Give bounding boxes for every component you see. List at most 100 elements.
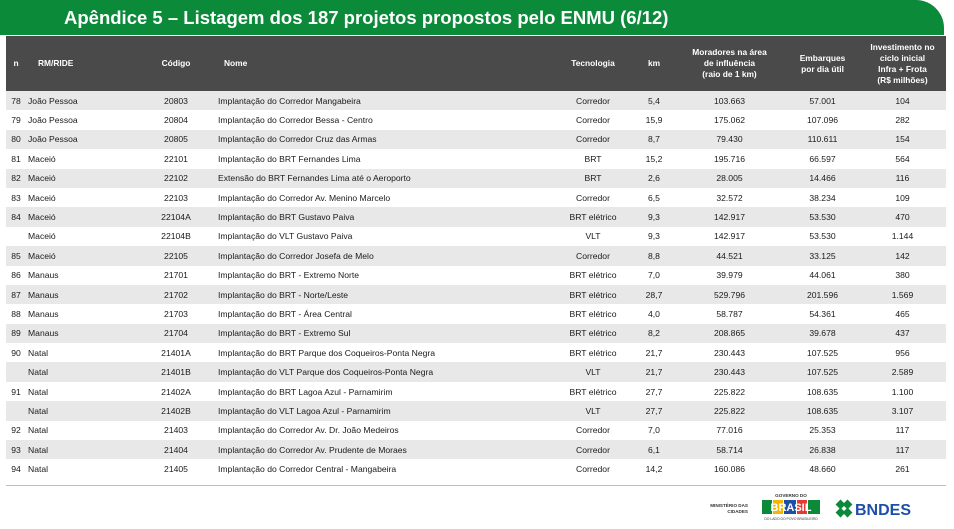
brasil-block-green [762,500,772,514]
cell-moradores: 225.822 [713,386,746,397]
header-embarques-line: por dia útil [801,63,844,74]
cell-rm-ride: Maceió [28,153,56,164]
header-investimento-line: Infra + Frota [878,63,927,74]
cell-n: 83 [11,192,21,203]
header-embarques-line: Embarques [799,52,846,63]
cell-n: 87 [11,289,21,300]
cell-tecnologia: Corredor [576,425,610,436]
cell-embarques: 107.096 [806,115,839,126]
cell-nome: Implantação do Corredor Josefa de Melo [218,250,374,261]
cell-rm-ride: Natal [28,367,49,378]
header-moradores-line: de influência [703,58,756,68]
table-row: Natal 21401B Implantação do VLT Parque dos… [6,362,946,382]
cell-nome: Implantação do VLT Lagoa Azul - Parnamir… [218,405,391,416]
cell-investimento: 465 [895,308,910,319]
cell-moradores: 230.443 [713,367,746,378]
cell-km: 8,2 [648,328,660,339]
cell-embarques: 201.596 [806,289,839,300]
cell-investimento: 116 [895,173,910,184]
cell-codigo: 22103 [164,192,188,203]
cell-investimento: 380 [895,270,910,281]
header-rm-ride: RM/RIDE [38,58,74,68]
cell-nome: Implantação do BRT Fernandes Lima [218,153,361,164]
ministerio-cidades-logo: MINISTÉRIO DAS CIDADES [692,503,748,514]
cell-tecnologia: BRT elétrico [569,289,617,300]
bndes-symbol-icon [835,499,853,518]
projects-table-container: n RM/RIDE Código Nome Tecnologia km Mora… [6,36,946,479]
cell-tecnologia: Corredor [576,464,610,475]
cell-embarques: 66.597 [809,153,836,164]
table-row: 94 Natal 21405 Implantação do Corredor Cent… [6,459,946,479]
cell-tecnologia: Corredor [576,95,610,106]
cell-rm-ride: Maceió [28,212,56,223]
table-row: 85 Maceió 22105 Implantação do Corredor Jos… [6,246,946,266]
cell-moradores: 208.865 [713,328,746,339]
table-row: 87 Manaus 21702 Implantação do BRT - Norte/… [6,284,946,305]
table-header-row: n RM/RIDE Código Nome Tecnologia km Mora… [6,36,946,91]
cell-tecnologia: Corredor [576,192,610,203]
cell-codigo: 22104A [161,212,191,223]
cell-moradores: 44.521 [716,250,743,261]
gov-brasil-text: BRASIL [771,502,812,514]
cell-nome: Implantação do Corredor Av. Prudente de … [218,444,407,455]
cell-investimento: 2.589 [891,367,914,378]
cell-moradores: 77.016 [716,425,743,436]
cell-codigo: 22102 [164,173,188,184]
cell-investimento: 261 [895,464,910,475]
table-bottom-rule [6,485,946,486]
cell-km: 9,3 [648,212,660,223]
cell-investimento: 282 [895,115,910,126]
header-investimento: Investimento no ciclo inicial Infra + Fr… [859,36,946,91]
cell-codigo: 20803 [164,95,188,106]
cell-n: 80 [11,134,21,145]
cell-moradores: 142.917 [713,212,746,223]
cell-nome: Implantação do BRT - Extremo Sul [218,328,351,339]
cell-codigo: 22101 [164,153,188,164]
cell-n: 81 [11,153,21,164]
cell-n [6,227,26,246]
cell-investimento: 1.100 [891,386,914,397]
cell-nome: Extensão do BRT Fernandes Lima até o Aer… [218,173,411,184]
cell-rm-ride: João Pessoa [28,95,78,106]
table-row: 86 Manaus 21701 Implantação do BRT - Extrem… [6,265,946,285]
cell-codigo: 21704 [164,328,188,339]
cell-km: 7,0 [648,425,660,436]
cell-tecnologia: BRT [584,153,602,164]
cell-investimento: 142 [895,250,910,261]
cell-moradores: 79.430 [716,134,743,145]
cell-embarques: 108.635 [806,405,839,416]
gov-bottom-text: DO LADO DO POVO BRASILEIRO [764,517,818,521]
ministry-line: MINISTÉRIO DAS [710,503,748,508]
cell-rm-ride: Maceió [28,231,56,242]
cell-codigo: 20804 [164,115,188,126]
cell-moradores: 529.796 [713,289,746,300]
cell-km: 6,1 [648,444,660,455]
cell-n: 79 [11,115,21,126]
cell-codigo: 21401B [161,367,191,378]
table-row: 83 Maceió 22103 Implantação do Corredor Av.… [6,187,946,208]
cell-km: 6,5 [648,192,660,203]
cell-investimento: 117 [895,444,910,455]
cell-moradores: 28.005 [716,173,743,184]
cell-investimento: 470 [895,212,910,223]
cell-tecnologia: VLT [585,231,601,242]
projects-table: n RM/RIDE Código Nome Tecnologia km Mora… [6,36,946,479]
cell-investimento: 564 [895,153,910,164]
table-row: 82 Maceió 22102 Extensão do BRT Fernandes L… [6,168,946,188]
cell-embarques: 107.525 [806,367,839,378]
table-row: 81 Maceió 22101 Implantação do BRT Fernande… [6,149,946,169]
bndes-text: BNDES [855,502,911,519]
cell-n: 86 [11,270,21,281]
header-tecnologia: Tecnologia [571,58,615,68]
cell-investimento: 437 [895,328,910,339]
header-embarques: Embarques por dia útil [786,36,859,91]
cell-embarques: 110.611 [807,134,838,145]
cell-rm-ride: Manaus [28,270,59,281]
cell-nome: Implantação do BRT Gustavo Paiva [218,212,355,223]
cell-moradores: 225.822 [713,405,746,416]
cell-n: 82 [11,173,21,184]
cell-embarques: 108.635 [806,386,839,397]
cell-codigo: 22104B [161,231,191,242]
cell-tecnologia: BRT [584,173,602,184]
cell-moradores: 142.917 [713,231,746,242]
